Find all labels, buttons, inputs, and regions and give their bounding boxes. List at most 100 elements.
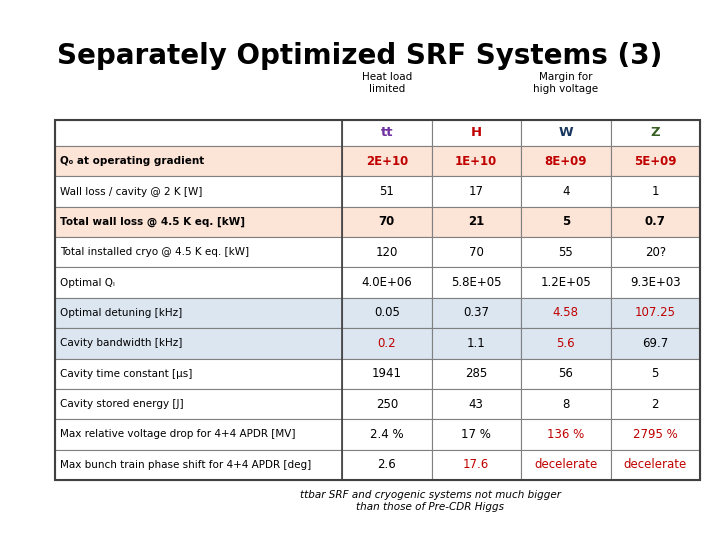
Bar <box>431 177 521 207</box>
Bar <box>611 328 700 359</box>
Bar <box>431 298 521 328</box>
Text: 5.6: 5.6 <box>557 337 575 350</box>
Bar <box>342 120 431 146</box>
Bar <box>611 450 700 480</box>
Text: 21: 21 <box>468 215 485 228</box>
Text: 2E+10: 2E+10 <box>366 154 408 168</box>
Text: 0.37: 0.37 <box>463 307 490 320</box>
Bar <box>521 207 611 237</box>
Text: 1941: 1941 <box>372 367 402 380</box>
Text: 5.8E+05: 5.8E+05 <box>451 276 502 289</box>
Bar <box>342 389 431 419</box>
Bar <box>521 389 611 419</box>
Bar <box>55 177 342 207</box>
Text: Z: Z <box>650 126 660 139</box>
Bar <box>431 389 521 419</box>
Bar <box>55 237 342 267</box>
Text: 250: 250 <box>376 397 398 410</box>
Text: 0.7: 0.7 <box>645 215 666 228</box>
Text: 4.58: 4.58 <box>553 307 579 320</box>
Text: 120: 120 <box>376 246 398 259</box>
Text: 69.7: 69.7 <box>642 337 668 350</box>
Text: Q₀ at operating gradient: Q₀ at operating gradient <box>60 156 204 166</box>
Text: 1.1: 1.1 <box>467 337 486 350</box>
Text: H: H <box>471 126 482 139</box>
Text: 0.05: 0.05 <box>374 307 400 320</box>
Text: Total installed cryo @ 4.5 K eq. [kW]: Total installed cryo @ 4.5 K eq. [kW] <box>60 247 249 257</box>
Text: 2.6: 2.6 <box>377 458 396 471</box>
Bar <box>611 177 700 207</box>
Text: 107.25: 107.25 <box>635 307 676 320</box>
Text: Cavity stored energy [J]: Cavity stored energy [J] <box>60 399 184 409</box>
Bar <box>521 328 611 359</box>
Bar <box>342 419 431 450</box>
Bar <box>431 237 521 267</box>
Bar <box>431 450 521 480</box>
Text: Optimal Qₗ: Optimal Qₗ <box>60 278 114 288</box>
Text: Heat load
limited: Heat load limited <box>361 72 412 94</box>
Text: 5: 5 <box>652 367 659 380</box>
Text: Margin for
high voltage: Margin for high voltage <box>534 72 598 94</box>
Bar <box>611 207 700 237</box>
Text: 5E+09: 5E+09 <box>634 154 677 168</box>
Bar <box>521 298 611 328</box>
Text: 55: 55 <box>559 246 573 259</box>
Text: 136 %: 136 % <box>547 428 585 441</box>
Text: decelerate: decelerate <box>534 458 598 471</box>
Text: 17.6: 17.6 <box>463 458 490 471</box>
Bar <box>342 177 431 207</box>
Bar <box>342 267 431 298</box>
Text: 285: 285 <box>465 367 487 380</box>
Text: 9.3E+03: 9.3E+03 <box>630 276 680 289</box>
Bar <box>431 359 521 389</box>
Bar <box>342 298 431 328</box>
Text: 17 %: 17 % <box>462 428 491 441</box>
Text: 1.2E+05: 1.2E+05 <box>541 276 591 289</box>
Bar <box>342 237 431 267</box>
Text: 0.2: 0.2 <box>377 337 396 350</box>
Bar <box>55 120 342 146</box>
Bar <box>521 267 611 298</box>
Bar <box>521 237 611 267</box>
Bar <box>611 359 700 389</box>
Bar <box>55 359 342 389</box>
Text: 4: 4 <box>562 185 570 198</box>
Bar <box>611 267 700 298</box>
Text: Total wall loss @ 4.5 K eq. [kW]: Total wall loss @ 4.5 K eq. [kW] <box>60 217 245 227</box>
Text: Cavity time constant [µs]: Cavity time constant [µs] <box>60 369 192 379</box>
Bar <box>55 328 342 359</box>
Text: Cavity bandwidth [kHz]: Cavity bandwidth [kHz] <box>60 339 182 348</box>
Bar <box>521 177 611 207</box>
Bar <box>431 120 521 146</box>
Bar <box>55 120 700 480</box>
Text: W: W <box>559 126 573 139</box>
Bar <box>521 419 611 450</box>
Text: 1E+10: 1E+10 <box>455 154 498 168</box>
Bar <box>431 419 521 450</box>
Bar <box>55 267 342 298</box>
Bar <box>342 146 431 177</box>
Text: 2795 %: 2795 % <box>633 428 678 441</box>
Text: 8E+09: 8E+09 <box>544 154 587 168</box>
Bar <box>431 267 521 298</box>
Text: 70: 70 <box>469 246 484 259</box>
Bar <box>611 120 700 146</box>
Bar <box>431 328 521 359</box>
Bar <box>55 298 342 328</box>
Text: 1: 1 <box>652 185 659 198</box>
Bar <box>342 328 431 359</box>
Bar <box>55 419 342 450</box>
Bar <box>342 450 431 480</box>
Bar <box>611 237 700 267</box>
Text: 5: 5 <box>562 215 570 228</box>
Bar <box>55 146 342 177</box>
Text: Max bunch train phase shift for 4+4 APDR [deg]: Max bunch train phase shift for 4+4 APDR… <box>60 460 311 470</box>
Bar <box>611 419 700 450</box>
Text: Separately Optimized SRF Systems (3): Separately Optimized SRF Systems (3) <box>58 42 662 70</box>
Text: 51: 51 <box>379 185 395 198</box>
Bar <box>611 146 700 177</box>
Text: Max relative voltage drop for 4+4 APDR [MV]: Max relative voltage drop for 4+4 APDR [… <box>60 429 295 440</box>
Bar <box>55 389 342 419</box>
Bar <box>431 207 521 237</box>
Bar <box>431 146 521 177</box>
